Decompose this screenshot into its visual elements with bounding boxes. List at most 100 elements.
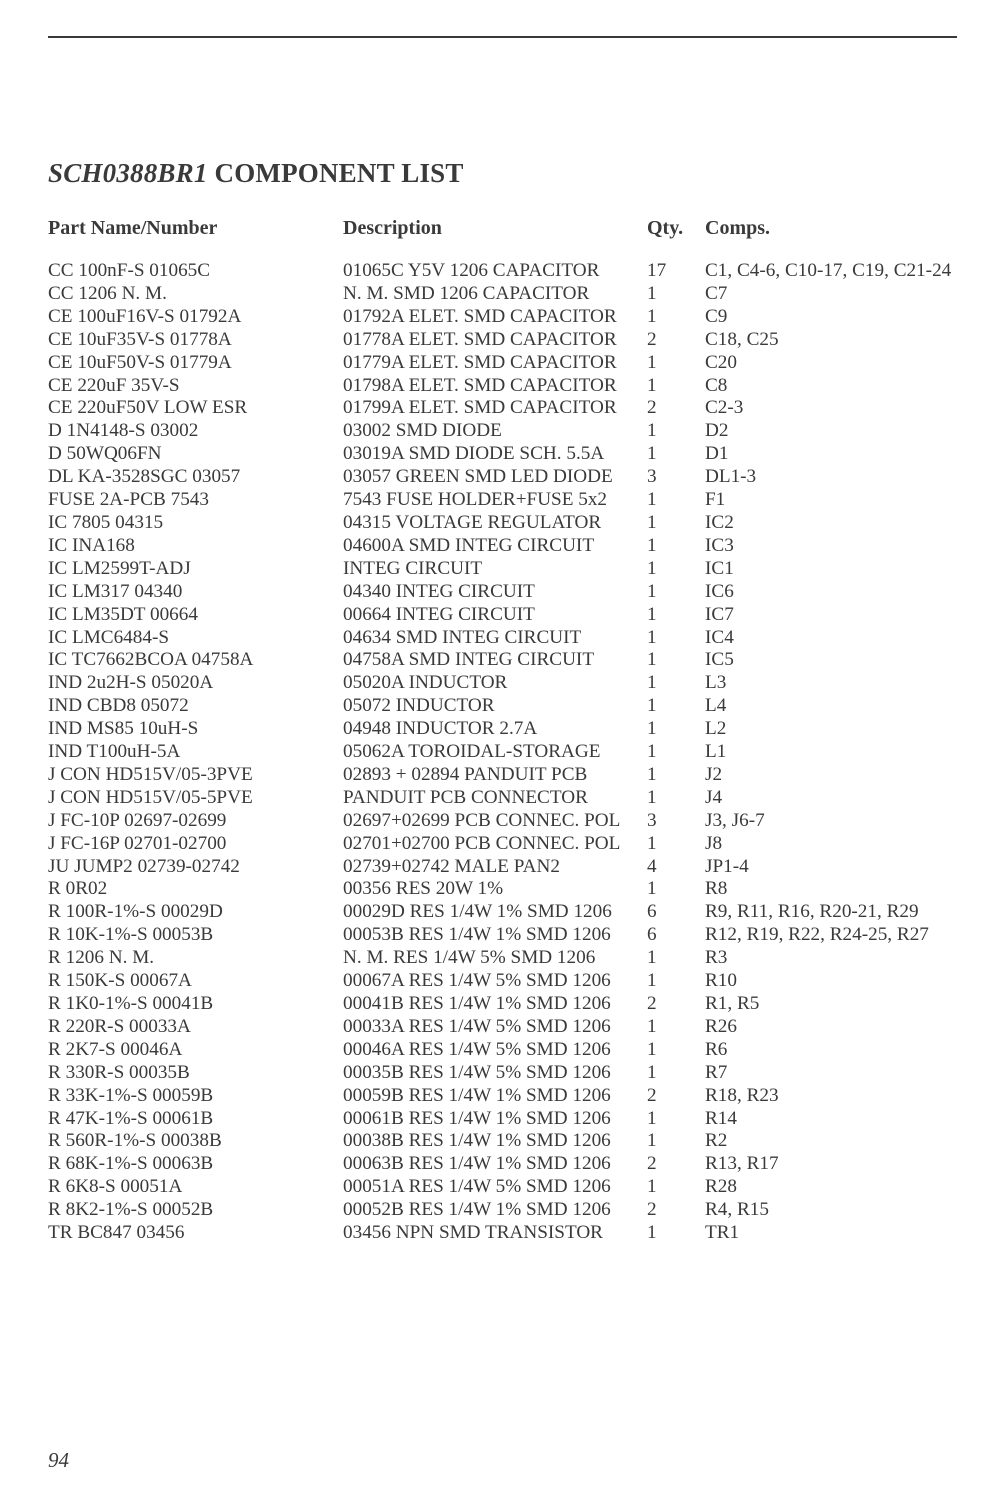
cell-comp: C8	[705, 375, 957, 398]
cell-comp: L3	[705, 672, 957, 695]
table-row: IC TC7662BCOA 04758A04758A SMD INTEG CIR…	[48, 649, 957, 672]
cell-comp: R2	[705, 1130, 957, 1153]
cell-desc: INTEG CIRCUIT	[343, 558, 647, 581]
table-row: R 10K-1%-S 00053B00053B RES 1/4W 1% SMD …	[48, 924, 957, 947]
cell-qty: 1	[647, 878, 705, 901]
cell-comp: R18, R23	[705, 1085, 957, 1108]
table-row: IND 2u2H-S 05020A05020A INDUCTOR1L3	[48, 672, 957, 695]
cell-part: IND MS85 10uH-S	[48, 718, 343, 741]
cell-part: CC 100nF-S 01065C	[48, 260, 343, 283]
cell-part: J FC-16P 02701-02700	[48, 833, 343, 856]
cell-qty: 1	[647, 970, 705, 993]
cell-desc: 04315 VOLTAGE REGULATOR	[343, 512, 647, 535]
table-row: CE 10uF35V-S 01778A01778A ELET. SMD CAPA…	[48, 329, 957, 352]
cell-desc: 04634 SMD INTEG CIRCUIT	[343, 627, 647, 650]
cell-desc: 05062A TOROIDAL-STORAGE	[343, 741, 647, 764]
cell-part: IC LM35DT 00664	[48, 604, 343, 627]
cell-qty: 2	[647, 329, 705, 352]
cell-comp: JP1-4	[705, 856, 957, 879]
cell-desc: 00067A RES 1/4W 5% SMD 1206	[343, 970, 647, 993]
cell-qty: 1	[647, 764, 705, 787]
cell-desc: 00033A RES 1/4W 5% SMD 1206	[343, 1016, 647, 1039]
cell-desc: N. M. RES 1/4W 5% SMD 1206	[343, 947, 647, 970]
cell-qty: 1	[647, 535, 705, 558]
header-part: Part Name/Number	[48, 217, 343, 240]
cell-part: CE 220uF50V LOW ESR	[48, 397, 343, 420]
table-row: D 1N4148-S 0300203002 SMD DIODE1D2	[48, 420, 957, 443]
cell-part: R 1206 N. M.	[48, 947, 343, 970]
cell-part: IC INA168	[48, 535, 343, 558]
cell-desc: 00664 INTEG CIRCUIT	[343, 604, 647, 627]
table-row: CC 1206 N. M.N. M. SMD 1206 CAPACITOR1C7	[48, 283, 957, 306]
cell-desc: 00035B RES 1/4W 5% SMD 1206	[343, 1062, 647, 1085]
cell-qty: 2	[647, 397, 705, 420]
cell-qty: 3	[647, 810, 705, 833]
table-row: J FC-10P 02697-0269902697+02699 PCB CONN…	[48, 810, 957, 833]
cell-part: IC LM2599T-ADJ	[48, 558, 343, 581]
cell-qty: 1	[647, 741, 705, 764]
cell-desc: 00356 RES 20W 1%	[343, 878, 647, 901]
cell-comp: IC3	[705, 535, 957, 558]
cell-part: CE 220uF 35V-S	[48, 375, 343, 398]
table-row: R 0R0200356 RES 20W 1%1R8	[48, 878, 957, 901]
table-row: IC LM35DT 0066400664 INTEG CIRCUIT1IC7	[48, 604, 957, 627]
cell-qty: 3	[647, 466, 705, 489]
cell-desc: 01798A ELET. SMD CAPACITOR	[343, 375, 647, 398]
cell-qty: 1	[647, 604, 705, 627]
table-row: J FC-16P 02701-0270002701+02700 PCB CONN…	[48, 833, 957, 856]
page-number: 94	[48, 1448, 69, 1473]
cell-qty: 1	[647, 306, 705, 329]
cell-comp: R28	[705, 1176, 957, 1199]
cell-comp: R4, R15	[705, 1199, 957, 1222]
table-row: R 560R-1%-S 00038B00038B RES 1/4W 1% SMD…	[48, 1130, 957, 1153]
cell-part: R 47K-1%-S 00061B	[48, 1108, 343, 1131]
cell-qty: 1	[647, 1130, 705, 1153]
cell-desc: 00051A RES 1/4W 5% SMD 1206	[343, 1176, 647, 1199]
cell-part: IND T100uH-5A	[48, 741, 343, 764]
cell-desc: 01799A ELET. SMD CAPACITOR	[343, 397, 647, 420]
cell-comp: J2	[705, 764, 957, 787]
table-row: R 1K0-1%-S 00041B00041B RES 1/4W 1% SMD …	[48, 993, 957, 1016]
cell-qty: 1	[647, 512, 705, 535]
table-row: R 150K-S 00067A00067A RES 1/4W 5% SMD 12…	[48, 970, 957, 993]
cell-part: J FC-10P 02697-02699	[48, 810, 343, 833]
table-row: CE 100uF16V-S 01792A01792A ELET. SMD CAP…	[48, 306, 957, 329]
cell-qty: 1	[647, 787, 705, 810]
cell-qty: 1	[647, 1176, 705, 1199]
table-row: D 50WQ06FN03019A SMD DIODE SCH. 5.5A1D1	[48, 443, 957, 466]
cell-desc: 00059B RES 1/4W 1% SMD 1206	[343, 1085, 647, 1108]
cell-qty: 1	[647, 947, 705, 970]
cell-qty: 2	[647, 1085, 705, 1108]
cell-qty: 4	[647, 856, 705, 879]
cell-part: J CON HD515V/05-3PVE	[48, 764, 343, 787]
cell-desc: 01792A ELET. SMD CAPACITOR	[343, 306, 647, 329]
cell-comp: R13, R17	[705, 1153, 957, 1176]
header-comp: Comps.	[705, 217, 957, 240]
table-row: CE 10uF50V-S 01779A01779A ELET. SMD CAPA…	[48, 352, 957, 375]
cell-comp: J4	[705, 787, 957, 810]
cell-comp: J8	[705, 833, 957, 856]
cell-desc: 02701+02700 PCB CONNEC. POL	[343, 833, 647, 856]
cell-part: FUSE 2A-PCB 7543	[48, 489, 343, 512]
table-row: J CON HD515V/05-3PVE02893 + 02894 PANDUI…	[48, 764, 957, 787]
cell-desc: 03019A SMD DIODE SCH. 5.5A	[343, 443, 647, 466]
table-row: R 8K2-1%-S 00052B00052B RES 1/4W 1% SMD …	[48, 1199, 957, 1222]
title-suffix: COMPONENT LIST	[208, 158, 464, 188]
cell-desc: 03456 NPN SMD TRANSISTOR	[343, 1222, 647, 1245]
cell-part: R 68K-1%-S 00063B	[48, 1153, 343, 1176]
cell-desc: 04948 INDUCTOR 2.7A	[343, 718, 647, 741]
cell-comp: D2	[705, 420, 957, 443]
cell-part: R 2K7-S 00046A	[48, 1039, 343, 1062]
cell-desc: 00038B RES 1/4W 1% SMD 1206	[343, 1130, 647, 1153]
table-row: IND MS85 10uH-S04948 INDUCTOR 2.7A1L2	[48, 718, 957, 741]
cell-comp: IC5	[705, 649, 957, 672]
cell-qty: 1	[647, 1062, 705, 1085]
header-qty: Qty.	[647, 217, 705, 240]
cell-desc: 01065C Y5V 1206 CAPACITOR	[343, 260, 647, 283]
cell-qty: 2	[647, 1153, 705, 1176]
cell-desc: PANDUIT PCB CONNECTOR	[343, 787, 647, 810]
title-prefix: SCH0388BR1	[48, 158, 208, 188]
cell-qty: 1	[647, 443, 705, 466]
table-row: R 1206 N. M.N. M. RES 1/4W 5% SMD 12061R…	[48, 947, 957, 970]
cell-desc: 04340 INTEG CIRCUIT	[343, 581, 647, 604]
